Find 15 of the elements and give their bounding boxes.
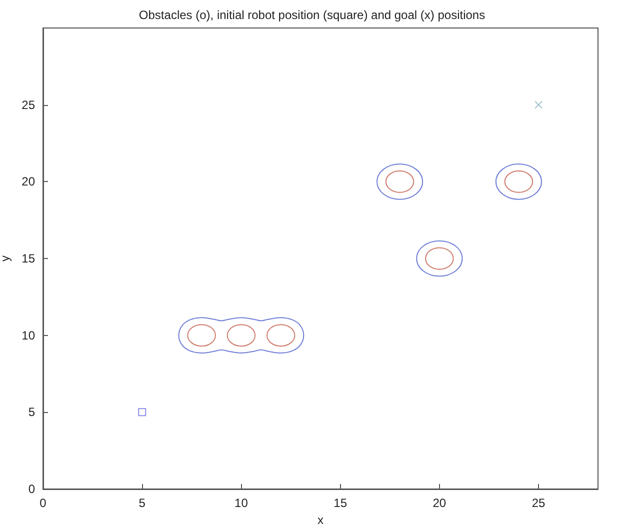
y-tick-label: 25 <box>22 98 36 112</box>
y-tick-label: 15 <box>22 252 36 266</box>
x-tick-label: 10 <box>234 496 248 510</box>
y-tick-label: 0 <box>28 482 36 496</box>
y-tick-label: 20 <box>22 174 36 189</box>
y-tick-label: 5 <box>28 405 36 420</box>
y-axis-title: y <box>0 256 12 262</box>
y-tick-label: 10 <box>22 328 36 342</box>
chart-title: Obstacles (o), initial robot position (square) and goal (x) positions <box>138 8 486 22</box>
x-tick-label: 25 <box>532 496 546 510</box>
x-tick-label: 20 <box>432 496 446 510</box>
x-tick-label: 5 <box>138 496 146 510</box>
x-axis-title: x <box>318 512 324 525</box>
x-tick-label: 0 <box>40 496 47 510</box>
x-tick-label: 15 <box>334 496 348 510</box>
